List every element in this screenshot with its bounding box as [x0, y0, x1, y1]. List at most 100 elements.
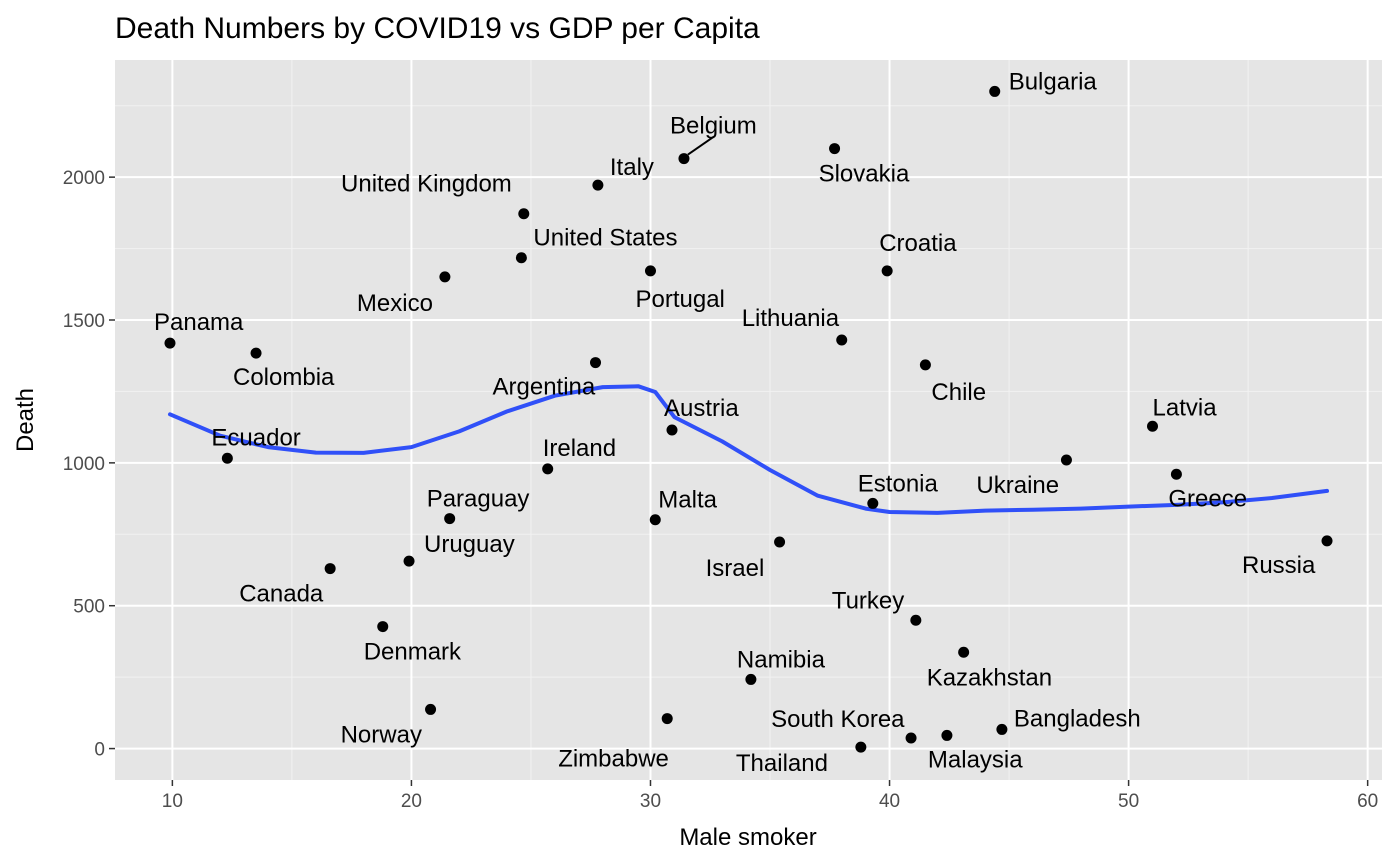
- point-label-malta: Malta: [658, 487, 717, 514]
- y-tick-label: 500: [73, 597, 105, 618]
- x-tick-label: 30: [640, 791, 661, 812]
- data-point-south-korea: [905, 732, 917, 744]
- point-label-israel: Israel: [706, 555, 765, 582]
- point-label-belgium: Belgium: [670, 113, 757, 140]
- x-tick-label: 60: [1357, 791, 1378, 812]
- smooth-trend-line: [168, 384, 1329, 515]
- plot-panel: [115, 60, 1382, 780]
- point-label-russia: Russia: [1242, 552, 1316, 579]
- data-point-bangladesh: [996, 723, 1008, 735]
- point-label-colombia: Colombia: [233, 364, 335, 391]
- data-point-paraguay: [444, 513, 456, 525]
- point-label-mexico: Mexico: [357, 290, 433, 317]
- data-point-israel: [774, 536, 786, 548]
- point-label-malaysia: Malaysia: [928, 746, 1023, 773]
- chart-title: Death Numbers by COVID19 vs GDP per Capi…: [115, 12, 760, 45]
- data-point-croatia: [881, 265, 893, 277]
- point-label-austria: Austria: [664, 395, 739, 422]
- y-tick-label: 1000: [63, 454, 105, 475]
- leaders-layer: [687, 135, 715, 156]
- point-label-canada: Canada: [239, 581, 324, 608]
- data-point-austria: [666, 424, 678, 436]
- data-point-ukraine: [1060, 454, 1072, 466]
- data-point-mexico: [439, 271, 451, 283]
- point-label-latvia: Latvia: [1153, 394, 1218, 421]
- y-axis-title: Death: [12, 388, 39, 452]
- data-point-bulgaria: [989, 85, 1001, 97]
- data-point-ireland: [542, 463, 554, 475]
- point-label-slovakia: Slovakia: [819, 161, 910, 188]
- data-point-latvia: [1147, 420, 1159, 432]
- point-label-ukraine: Ukraine: [976, 472, 1059, 499]
- data-point-argentina: [590, 357, 602, 369]
- point-label-paraguay: Paraguay: [427, 486, 530, 513]
- grid-major: [115, 60, 1382, 780]
- point-label-bangladesh: Bangladesh: [1014, 705, 1141, 732]
- point-label-kazakhstan: Kazakhstan: [927, 664, 1052, 691]
- x-axis-title: Male smoker: [679, 824, 816, 851]
- data-point-uruguay: [403, 555, 415, 567]
- point-label-united-states: United States: [533, 225, 677, 252]
- data-point-estonia: [867, 497, 879, 509]
- x-axis: 10 20 30 40 50 60: [162, 780, 1378, 812]
- data-point-chile: [919, 359, 931, 371]
- point-label-lithuania: Lithuania: [742, 305, 840, 332]
- leader-line-belgium: [687, 135, 715, 156]
- data-point-malaysia: [941, 729, 953, 741]
- point-label-ireland: Ireland: [543, 435, 616, 462]
- point-label-south-korea: South Korea: [771, 706, 905, 733]
- x-tick-label: 40: [879, 791, 900, 812]
- points-layer: [164, 85, 1333, 753]
- y-tick-label: 1500: [63, 311, 105, 332]
- point-label-denmark: Denmark: [364, 639, 462, 666]
- data-point-kazakhstan: [958, 646, 970, 658]
- point-label-uruguay: Uruguay: [424, 531, 515, 558]
- data-point-thailand: [855, 741, 867, 753]
- y-tick-label: 0: [94, 740, 105, 761]
- data-point-canada: [324, 563, 336, 575]
- point-label-italy: Italy: [610, 154, 654, 181]
- data-point-norway: [425, 703, 437, 715]
- data-point-lithuania: [836, 334, 848, 346]
- x-tick-label: 20: [401, 791, 422, 812]
- point-label-namibia: Namibia: [737, 646, 826, 673]
- point-label-croatia: Croatia: [879, 230, 957, 257]
- point-label-norway: Norway: [341, 721, 422, 748]
- point-label-ecuador: Ecuador: [211, 424, 300, 451]
- data-point-belgium: [678, 153, 690, 165]
- data-point-panama: [164, 337, 176, 349]
- point-label-greece: Greece: [1168, 485, 1247, 512]
- point-label-chile: Chile: [931, 379, 986, 406]
- data-point-colombia: [250, 347, 262, 359]
- point-label-thailand: Thailand: [736, 750, 828, 777]
- data-point-namibia: [745, 673, 757, 685]
- point-label-argentina: Argentina: [493, 374, 596, 401]
- y-tick-label: 2000: [63, 168, 105, 189]
- data-point-slovakia: [829, 143, 841, 155]
- point-label-panama: Panama: [154, 309, 244, 336]
- point-label-bulgaria: Bulgaria: [1009, 68, 1098, 95]
- x-tick-label: 10: [162, 791, 183, 812]
- data-point-denmark: [377, 621, 389, 633]
- point-label-portugal: Portugal: [636, 286, 725, 313]
- data-point-greece: [1170, 468, 1182, 480]
- labels-layer: Bulgaria Slovakia Belgium Italy United Kingd…: [154, 68, 1316, 777]
- data-point-ecuador: [221, 452, 233, 464]
- point-label-estonia: Estonia: [858, 470, 939, 497]
- point-label-turkey: Turkey: [832, 587, 904, 614]
- data-point-malta: [649, 514, 661, 526]
- data-point-portugal: [644, 265, 656, 277]
- data-point-united-states: [515, 252, 527, 264]
- y-axis: 0 500 1000 1500 2000: [63, 168, 115, 761]
- x-tick-label: 50: [1118, 791, 1139, 812]
- data-point-italy: [592, 179, 604, 191]
- point-label-united-kingdom: United Kingdom: [341, 171, 512, 198]
- data-point-united-kingdom: [518, 208, 530, 220]
- smooth-layer: [168, 384, 1329, 515]
- data-point-turkey: [910, 614, 922, 626]
- data-point-russia: [1321, 535, 1333, 547]
- point-label-zimbabwe: Zimbabwe: [558, 746, 669, 773]
- data-point-zimbabwe: [661, 713, 673, 725]
